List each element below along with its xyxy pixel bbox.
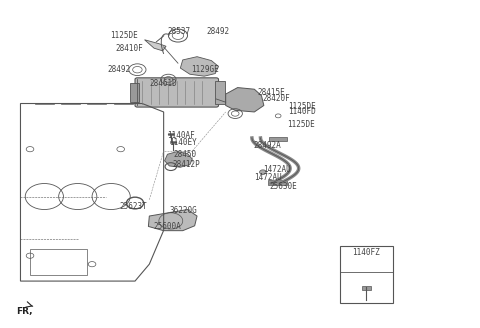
Text: 28415E: 28415E xyxy=(257,88,285,97)
Polygon shape xyxy=(165,152,192,167)
Bar xyxy=(170,141,176,143)
Bar xyxy=(340,246,393,303)
Text: FR,: FR, xyxy=(16,306,32,316)
Text: 25623T: 25623T xyxy=(120,202,147,211)
Text: 28450: 28450 xyxy=(173,150,196,159)
Text: 25600A: 25600A xyxy=(153,222,181,231)
Text: 28492: 28492 xyxy=(108,65,131,74)
Circle shape xyxy=(260,170,266,174)
Text: 28537: 28537 xyxy=(168,27,191,36)
Text: 1140EY: 1140EY xyxy=(169,138,197,147)
Bar xyxy=(269,137,287,141)
Text: 1129GE: 1129GE xyxy=(192,65,219,74)
Polygon shape xyxy=(148,210,197,231)
Bar xyxy=(362,286,371,290)
Text: 28492: 28492 xyxy=(206,27,230,36)
Polygon shape xyxy=(144,40,166,51)
Bar xyxy=(215,81,225,104)
Bar xyxy=(268,180,287,185)
Text: 28461D: 28461D xyxy=(149,79,177,88)
Text: 1125DE: 1125DE xyxy=(110,31,138,40)
Text: 1472AU: 1472AU xyxy=(254,173,282,182)
Text: 1140AF: 1140AF xyxy=(168,131,195,140)
Text: 28420F: 28420F xyxy=(263,94,291,103)
Bar xyxy=(30,249,87,275)
Polygon shape xyxy=(226,88,264,112)
Text: 28492A: 28492A xyxy=(253,141,281,150)
Text: 1125DE: 1125DE xyxy=(288,102,315,111)
Text: 28410F: 28410F xyxy=(115,44,143,53)
Text: 28412P: 28412P xyxy=(172,160,200,169)
Bar xyxy=(130,83,139,102)
Text: 1140FZ: 1140FZ xyxy=(353,248,380,257)
Text: 1125DE: 1125DE xyxy=(287,120,314,130)
Text: 1472AU: 1472AU xyxy=(263,165,291,174)
Text: 36220G: 36220G xyxy=(169,206,197,215)
Text: 25630E: 25630E xyxy=(270,182,297,191)
Text: 1140FD: 1140FD xyxy=(288,108,315,116)
FancyBboxPatch shape xyxy=(135,78,218,107)
Polygon shape xyxy=(180,57,218,76)
Bar xyxy=(168,133,174,135)
